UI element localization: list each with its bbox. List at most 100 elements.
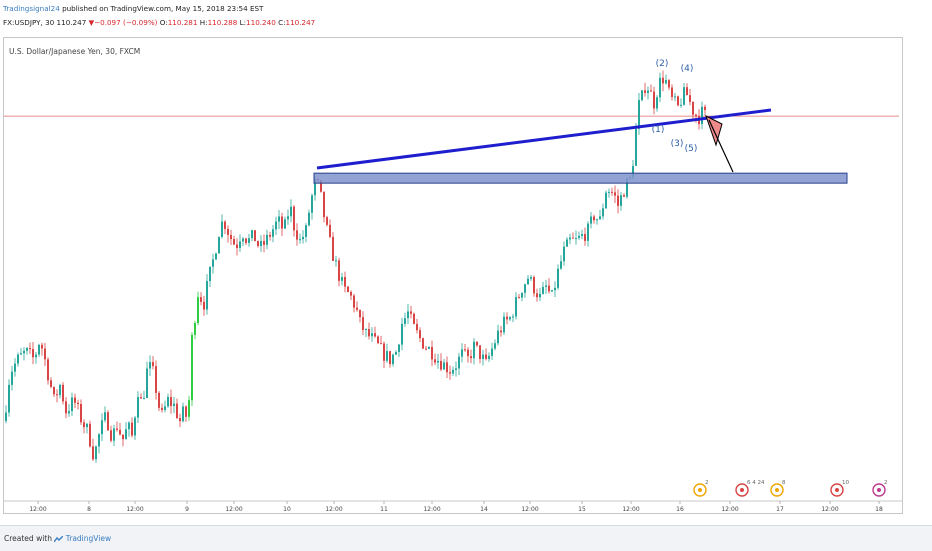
candle-body bbox=[233, 239, 235, 245]
candle-body bbox=[515, 297, 517, 317]
candle-body bbox=[689, 95, 691, 102]
chart-area[interactable]: U.S. Dollar/Japanese Yen, 30, FXCM (1) (2… bbox=[3, 37, 903, 514]
close-value: 110.247 bbox=[285, 18, 316, 27]
candle-body bbox=[89, 423, 91, 447]
candle-body bbox=[377, 336, 379, 344]
footer: Created with TradingView bbox=[0, 525, 932, 551]
candle-body bbox=[539, 293, 541, 298]
candle-body bbox=[500, 330, 502, 333]
economic-events[interactable]: 2 6 4 24 8 10 2 bbox=[693, 480, 888, 497]
candle-body bbox=[110, 430, 112, 441]
candle-body bbox=[188, 400, 190, 417]
candle-body bbox=[161, 407, 163, 410]
candle-body bbox=[602, 208, 604, 217]
candle-body bbox=[422, 338, 424, 349]
event-dot bbox=[835, 488, 839, 492]
event-dot bbox=[698, 488, 702, 492]
x-tick-label: 11 bbox=[380, 506, 388, 513]
trendline[interactable] bbox=[316, 108, 772, 170]
candle-body bbox=[419, 330, 421, 339]
candle-body bbox=[464, 349, 466, 351]
candle-body bbox=[206, 281, 208, 310]
candle-body bbox=[197, 297, 199, 324]
candle-body bbox=[326, 217, 328, 225]
author-link[interactable]: Tradingsignal24 bbox=[3, 4, 60, 13]
candle-body bbox=[131, 422, 133, 436]
candle-body bbox=[329, 224, 331, 237]
candle-body bbox=[341, 277, 343, 281]
candle-body bbox=[638, 100, 640, 129]
candle-body bbox=[281, 216, 283, 229]
candle-body bbox=[74, 397, 76, 403]
candle-body bbox=[497, 330, 499, 344]
resistance-zone[interactable] bbox=[313, 172, 848, 184]
candle-body bbox=[125, 429, 127, 440]
candle-body bbox=[551, 290, 553, 292]
candle-body bbox=[533, 277, 535, 294]
candle-body bbox=[695, 114, 697, 117]
candle-body bbox=[647, 90, 649, 93]
candle-body bbox=[656, 97, 658, 109]
x-tick-label: 15 bbox=[578, 506, 586, 513]
candle-body bbox=[293, 206, 295, 231]
candle-body bbox=[14, 363, 16, 372]
candle-body bbox=[128, 422, 130, 430]
chart-header: Tradingsignal24 published on TradingView… bbox=[0, 0, 932, 34]
candle-body bbox=[626, 178, 628, 197]
candle-body bbox=[662, 77, 664, 84]
candle-body bbox=[509, 317, 511, 320]
open-value: 110.281 bbox=[167, 18, 198, 27]
zone-rect[interactable] bbox=[313, 172, 848, 184]
candle-body bbox=[635, 128, 637, 166]
candle-body bbox=[599, 216, 601, 220]
candle-body bbox=[530, 277, 532, 279]
candle-body bbox=[338, 260, 340, 281]
candle-body bbox=[113, 428, 115, 441]
candle-body bbox=[290, 206, 292, 217]
candle-body bbox=[287, 216, 289, 220]
projection-triangle[interactable] bbox=[705, 115, 734, 173]
x-tick-label: 12:00 bbox=[325, 506, 342, 513]
candle-body bbox=[71, 397, 73, 412]
candle-body bbox=[191, 334, 193, 401]
candle-body bbox=[278, 216, 280, 222]
candle-body bbox=[614, 192, 616, 196]
candle-body bbox=[665, 80, 667, 84]
candle-body bbox=[194, 323, 196, 335]
candle-body bbox=[641, 90, 643, 101]
candle-body bbox=[83, 422, 85, 428]
publish-info: Tradingsignal24 published on TradingView… bbox=[3, 4, 263, 13]
candle-body bbox=[371, 333, 373, 337]
price-chart[interactable]: U.S. Dollar/Japanese Yen, 30, FXCM (1) (2… bbox=[4, 38, 902, 513]
candle-body bbox=[299, 239, 301, 241]
candle-body bbox=[545, 285, 547, 287]
candle-body bbox=[257, 241, 259, 247]
close-label: C: bbox=[278, 18, 286, 27]
candle-body bbox=[428, 346, 430, 349]
candle-body bbox=[446, 362, 448, 373]
open-label: O: bbox=[159, 18, 168, 27]
candle-body bbox=[245, 238, 247, 243]
candle-body bbox=[452, 369, 454, 374]
candle-body bbox=[542, 286, 544, 294]
candle-body bbox=[620, 195, 622, 206]
candle-body bbox=[323, 191, 325, 218]
candle-body bbox=[95, 446, 97, 460]
candle-body bbox=[503, 316, 505, 333]
candle-body bbox=[302, 236, 304, 240]
trendline-line[interactable] bbox=[316, 108, 772, 170]
candle-body bbox=[263, 241, 265, 245]
candle-body bbox=[449, 372, 451, 374]
candle-body bbox=[563, 246, 565, 262]
candle-body bbox=[434, 359, 436, 363]
candle-body bbox=[512, 316, 514, 318]
time-axis[interactable]: 12:00 8 12:00 9 12:00 10 12:00 11 12:00 14 12:00 15… bbox=[4, 500, 902, 513]
tradingview-brand[interactable]: TradingView bbox=[65, 534, 112, 543]
candle-body bbox=[158, 392, 160, 408]
candle-body bbox=[560, 261, 562, 269]
candle-body bbox=[527, 278, 529, 285]
candle-body bbox=[17, 354, 19, 364]
candle-body bbox=[227, 228, 229, 235]
candle-body bbox=[200, 297, 202, 302]
candle-body bbox=[11, 371, 13, 385]
